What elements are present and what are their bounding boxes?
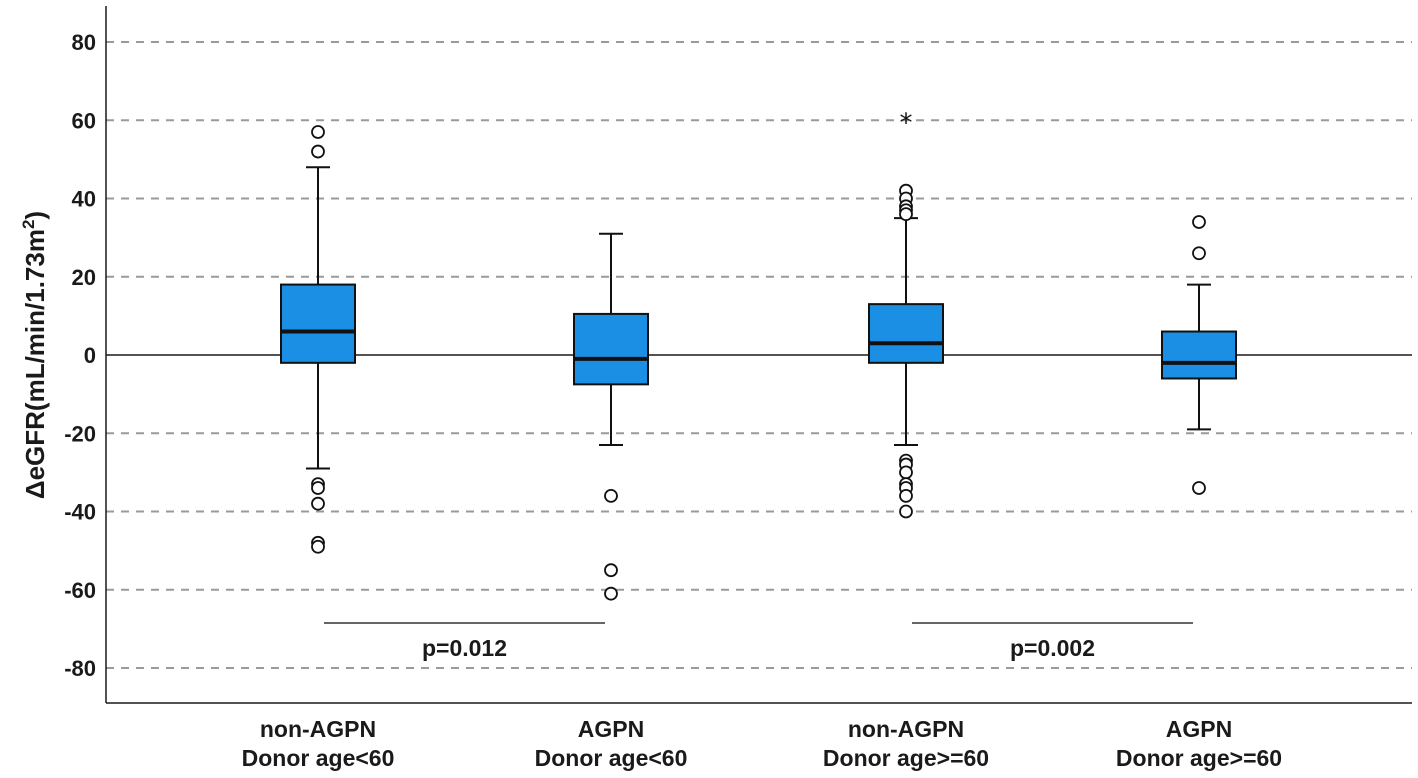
iqr-box	[573, 312, 649, 386]
category-label-line1: non-AGPN	[848, 716, 964, 742]
box-group: *	[868, 108, 944, 519]
outlier-point	[899, 465, 913, 480]
category-label-line2: Donor age>=60	[823, 745, 989, 771]
iqr-box	[280, 283, 356, 364]
box-group	[573, 232, 649, 601]
outlier-point	[604, 563, 618, 578]
y-tick-labels: 80 60 40 20 0 -20 -40 -60 -80	[64, 30, 96, 681]
category-label-line1: non-AGPN	[260, 716, 376, 742]
y-axis-title: ΔeGFR(mL/min/1.73m2)	[19, 211, 50, 499]
y-tick-label: 20	[72, 265, 96, 290]
outlier-point	[311, 539, 325, 554]
y-tick-label: -60	[64, 578, 96, 603]
y-tick-label: -20	[64, 421, 96, 446]
p-value-label: p=0.002	[1010, 635, 1095, 661]
y-tick-label: -40	[64, 500, 96, 525]
gridlines	[106, 41, 1412, 669]
outlier-point	[1192, 481, 1206, 495]
category-label-line1: AGPN	[1166, 716, 1232, 742]
iqr-box	[1161, 330, 1237, 380]
outlier-point	[311, 481, 325, 495]
category-label-line1: AGPN	[578, 716, 644, 742]
axes	[105, 6, 1412, 704]
outlier-point	[604, 488, 618, 503]
y-tick-label: -80	[64, 656, 96, 681]
p-value-label: p=0.012	[422, 635, 507, 661]
y-tick-label: 80	[72, 30, 96, 55]
outlier-point	[899, 207, 913, 222]
category-label-line2: Donor age<60	[242, 745, 395, 771]
box-group	[280, 125, 356, 554]
y-tick-label: 0	[84, 343, 96, 368]
outlier-point	[311, 125, 325, 139]
outlier-point	[604, 586, 618, 601]
outlier-point	[1192, 215, 1206, 229]
box-series: *	[280, 108, 1237, 601]
y-tick-label: 60	[72, 108, 96, 133]
x-category-labels: non-AGPN Donor age<60 AGPN Donor age<60 non-…	[242, 716, 1282, 771]
outlier-point	[899, 504, 913, 519]
comparisons: p=0.012 p=0.002	[324, 622, 1193, 661]
iqr-box	[868, 303, 944, 364]
outlier-point	[899, 488, 913, 503]
box-group	[1161, 215, 1237, 495]
y-tick-label: 40	[72, 187, 96, 212]
category-label-line2: Donor age<60	[535, 745, 688, 771]
category-label-line2: Donor age>=60	[1116, 745, 1282, 771]
outlier-point	[1192, 246, 1206, 261]
outlier-point	[311, 496, 325, 511]
outlier-point	[311, 144, 325, 159]
extreme-point: *	[900, 108, 913, 138]
